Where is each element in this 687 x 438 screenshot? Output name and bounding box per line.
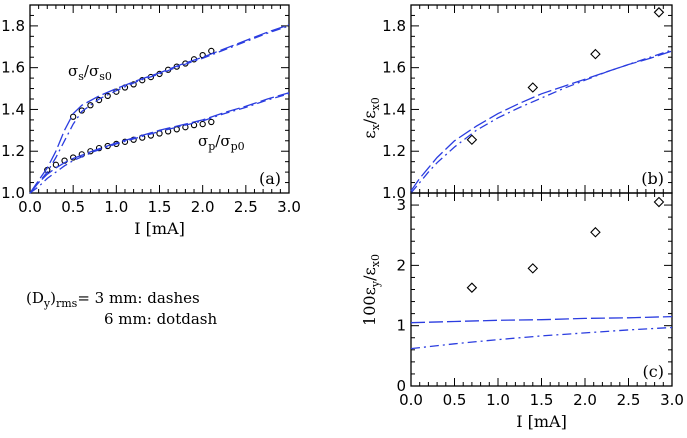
data-point-circle [104, 142, 111, 150]
y-tick-label: 1.8 [382, 17, 406, 35]
x-tick-label: 1.0 [486, 391, 510, 409]
data-point-circle [121, 138, 129, 145]
panel-c-ylabel: 100εy/εx0 [360, 254, 382, 326]
series-dash-line [410, 315, 673, 324]
y-tick-label: 0 [396, 377, 406, 395]
panel-c-label: (c) [643, 362, 664, 381]
data-point-circle [95, 96, 103, 104]
x-tick-label: 0.5 [61, 198, 85, 216]
annotation-sigma-p: σp/σp0 [198, 132, 245, 153]
y-tick-label: 1.2 [382, 142, 406, 160]
data-point-circle [199, 120, 206, 128]
series-dotdash-line [29, 93, 290, 194]
data-point-circle [78, 107, 85, 114]
panel-b: 1.0 1.2 1.4 1.6 1.8 (b) [382, 4, 673, 202]
data-point-diamond [527, 263, 539, 274]
data-point-circle [173, 126, 180, 133]
y-tick-label: 1 [396, 317, 406, 335]
x-tick-label: 2.5 [234, 198, 258, 216]
data-point-circle [95, 144, 103, 152]
x-tick-label: 0.5 [443, 391, 467, 409]
x-tick-label: 1.5 [530, 391, 554, 409]
panel-a-label: (a) [259, 169, 281, 188]
y-tick-label: 1.6 [382, 59, 406, 77]
data-point-circle [208, 118, 215, 126]
y-tick-label: 1.0 [382, 184, 406, 202]
data-point-diamond [527, 82, 539, 93]
x-tick-label: 1.0 [104, 198, 128, 216]
data-point-circle [70, 113, 77, 120]
panel-c: 0.0 0.5 1.0 1.5 2.0 2.5 3.0 0 1 2 3 I [mA] (c) [396, 192, 684, 431]
panel-b-label: (b) [641, 169, 664, 188]
y-tick-label: 1.4 [1, 100, 25, 118]
legend-line-1: (Dy)rms= 3 mm: dashes [26, 289, 200, 310]
data-point-diamond [653, 196, 665, 208]
x-tick-label: 0.0 [399, 391, 423, 409]
panel-b-frame [410, 4, 673, 194]
series-dotdash-line [29, 25, 290, 194]
y-tick-label: 1.4 [382, 100, 406, 118]
data-point-diamond [466, 134, 478, 146]
data-point-diamond [653, 7, 665, 18]
panel-b-ylabel: εx/εx0 [360, 97, 382, 138]
data-point-diamond [590, 48, 601, 60]
panel-c-xlabel: I [mA] [516, 412, 567, 431]
x-tick-label: 2.5 [617, 391, 641, 409]
y-tick-label: 1.6 [1, 59, 25, 77]
panel-a: 0.0 0.5 1.0 1.5 2.0 2.5 3.0 1.0 1.2 1.4 1.6 1.8 I [m… [1, 4, 301, 238]
series-dotdash-line [410, 49, 673, 194]
x-tick-label: 3.0 [660, 391, 684, 409]
panel-a-xlabel: I [mA] [134, 219, 185, 238]
y-tick-label: 1.0 [1, 184, 25, 202]
x-tick-label: 1.5 [148, 198, 172, 216]
x-tick-label: 2.0 [191, 198, 215, 216]
data-point-circle [87, 102, 94, 109]
x-tick-label: 3.0 [277, 198, 301, 216]
series-dash-line [410, 50, 673, 192]
series-dash-line [29, 24, 290, 194]
x-tick-label: 0.0 [18, 198, 42, 216]
legend-line-2: 6 mm: dotdash [104, 310, 217, 328]
y-tick-label: 2 [396, 256, 406, 274]
x-tick-label: 2.0 [573, 391, 597, 409]
data-point-circle [156, 130, 163, 137]
y-tick-label: 1.8 [1, 17, 25, 35]
y-tick-label: 1.2 [1, 142, 25, 160]
series-dash-line [29, 92, 290, 194]
data-point-diamond [590, 226, 601, 238]
data-point-diamond [466, 282, 478, 293]
series-dotdash-line [410, 326, 673, 350]
data-point-circle [104, 92, 111, 100]
annotation-sigma-s: σs/σs0 [68, 62, 112, 83]
panel-a-frame [29, 4, 290, 194]
y-tick-label: 3 [396, 196, 406, 214]
panel-c-frame [410, 192, 673, 387]
